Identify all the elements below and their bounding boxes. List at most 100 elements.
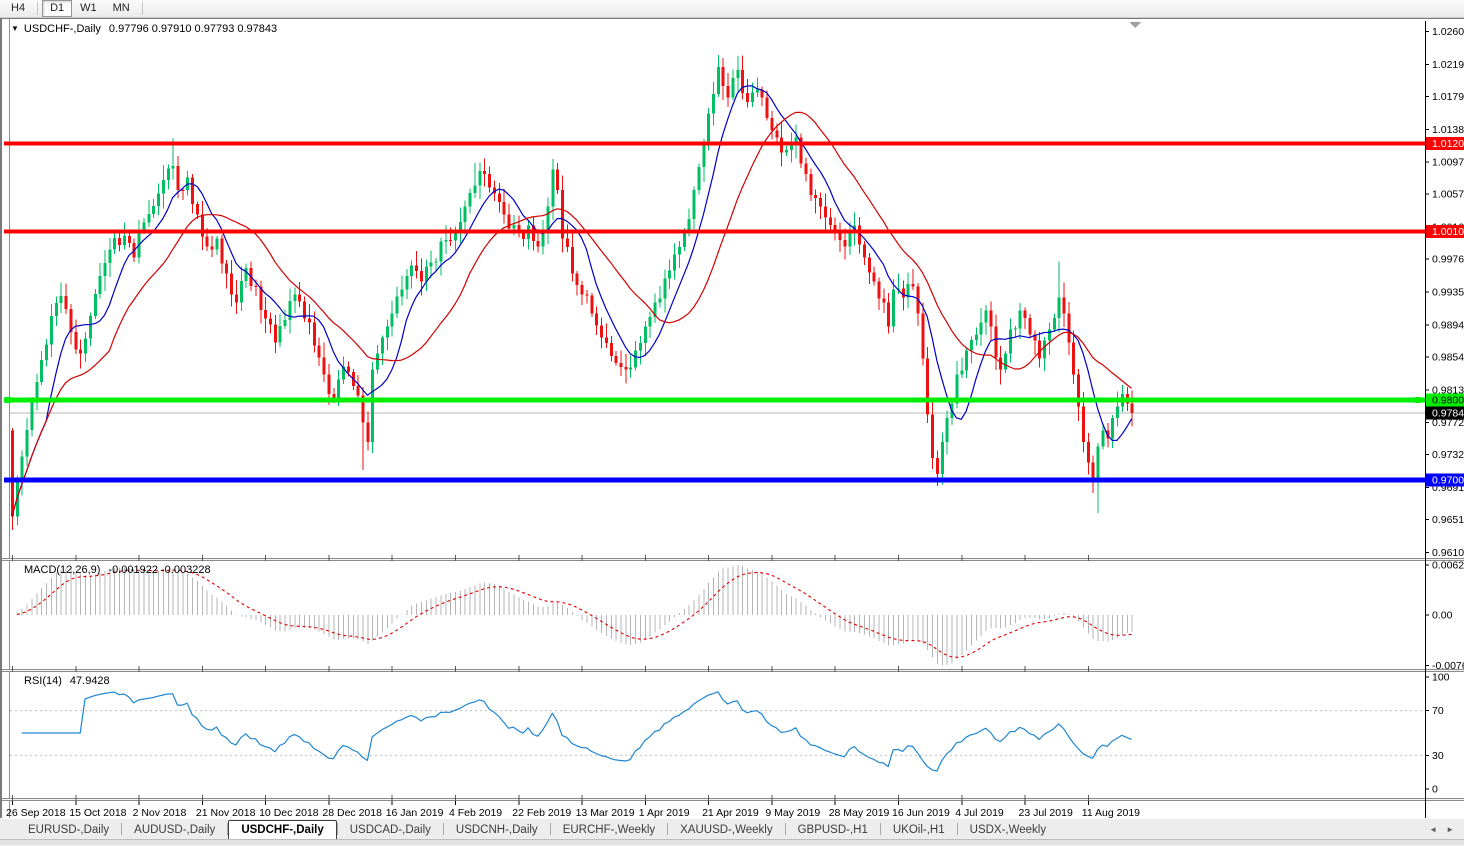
svg-text:1.02190: 1.02190 bbox=[1432, 59, 1464, 71]
collapse-indicator-icon[interactable]: ▼ bbox=[11, 24, 19, 33]
macd-pane[interactable] bbox=[13, 565, 1133, 666]
toolbar-separator bbox=[141, 2, 143, 15]
svg-text:15 Oct 2018: 15 Oct 2018 bbox=[69, 807, 126, 818]
tab-separator bbox=[879, 823, 881, 835]
macd-name: MACD(12,26,9) bbox=[24, 564, 101, 576]
chart-tabs-bar: EURUSD-,Daily AUDUSD-,Daily USDCHF-,Daily U… bbox=[0, 818, 1464, 839]
svg-text:1 Apr 2019: 1 Apr 2019 bbox=[639, 807, 690, 818]
toolbar-separator bbox=[37, 2, 39, 15]
chart-tab-xauusd-weekly[interactable]: XAUUSD-,Weekly bbox=[680, 824, 773, 836]
svg-text:11 Aug 2019: 11 Aug 2019 bbox=[1082, 807, 1140, 818]
tab-separator bbox=[549, 823, 551, 835]
svg-text:1.00106: 1.00106 bbox=[1432, 226, 1464, 238]
svg-text:9 May 2019: 9 May 2019 bbox=[765, 807, 820, 818]
svg-text:13 Mar 2019: 13 Mar 2019 bbox=[576, 807, 635, 818]
pane-dividers[interactable] bbox=[2, 558, 1464, 801]
timeframe-button-mn[interactable]: MN bbox=[112, 2, 130, 14]
svg-text:16 Jan 2019: 16 Jan 2019 bbox=[386, 807, 444, 818]
svg-text:-0.00762: -0.00762 bbox=[1432, 660, 1464, 672]
svg-text:70: 70 bbox=[1432, 705, 1444, 717]
main-pane[interactable] bbox=[9, 19, 1426, 818]
price-axis[interactable]: 1.02600 1.02190 1.01790 1.01380 1.00970 1.005… bbox=[1425, 21, 1464, 818]
svg-text:0.97001: 0.97001 bbox=[1432, 475, 1464, 487]
chart-tab-usdcad-daily[interactable]: USDCAD-,Daily bbox=[349, 824, 431, 836]
chart-tab-usdchf-daily[interactable]: USDCHF-,Daily bbox=[228, 820, 337, 839]
chart-tab-audusd-daily[interactable]: AUDUSD-,Daily bbox=[134, 824, 216, 836]
svg-text:0.98004: 0.98004 bbox=[1432, 394, 1464, 406]
tab-separator bbox=[121, 823, 123, 835]
svg-text:0.97843: 0.97843 bbox=[1432, 407, 1464, 419]
svg-text:21 Nov 2018: 21 Nov 2018 bbox=[196, 807, 256, 818]
timeframe-button-h4[interactable]: H4 bbox=[11, 2, 26, 14]
svg-text:21 Apr 2019: 21 Apr 2019 bbox=[702, 807, 759, 818]
tab-separator bbox=[442, 823, 444, 835]
svg-text:2 Nov 2018: 2 Nov 2018 bbox=[133, 807, 187, 818]
svg-text:0.006286: 0.006286 bbox=[1432, 560, 1464, 572]
svg-text:10 Dec 2018: 10 Dec 2018 bbox=[259, 807, 319, 818]
svg-text:1.01380: 1.01380 bbox=[1432, 124, 1464, 136]
svg-text:16 Jun 2019: 16 Jun 2019 bbox=[892, 807, 950, 818]
rsi-pane[interactable] bbox=[10, 691, 1425, 772]
window-bottom-strip bbox=[0, 839, 1464, 845]
timeframe-button-w1[interactable]: W1 bbox=[80, 2, 97, 14]
timeframe-toolbar: H4 D1 W1 MN bbox=[0, 0, 1464, 18]
svg-text:0: 0 bbox=[1432, 784, 1438, 796]
chart-shift-marker bbox=[1129, 22, 1141, 28]
tabs-scroll-left-arrow[interactable]: ◄ bbox=[1429, 825, 1438, 834]
chart-tab-usdcnh-daily[interactable]: USDCNH-,Daily bbox=[455, 824, 538, 836]
chart-tab-eurusd-daily[interactable]: EURUSD-,Daily bbox=[28, 824, 110, 836]
tab-separator bbox=[336, 823, 338, 835]
svg-text:100: 100 bbox=[1432, 672, 1450, 684]
tab-separator bbox=[784, 823, 786, 835]
chart-tab-gbpusd-h1[interactable]: GBPUSD-,H1 bbox=[797, 824, 868, 836]
svg-text:28 Dec 2018: 28 Dec 2018 bbox=[322, 807, 382, 818]
svg-text:0.00: 0.00 bbox=[1432, 610, 1453, 622]
svg-text:30: 30 bbox=[1432, 750, 1444, 762]
macd-values: -0.001922 -0.003228 bbox=[108, 564, 211, 576]
svg-text:22 Feb 2019: 22 Feb 2019 bbox=[512, 807, 571, 818]
tab-separator bbox=[227, 823, 229, 835]
svg-text:4 Feb 2019: 4 Feb 2019 bbox=[449, 807, 502, 818]
chart-tabs: EURUSD-,Daily AUDUSD-,Daily USDCHF-,Daily U… bbox=[0, 819, 1419, 839]
chart-title[interactable]: ▼ USDCHF-,Daily 0.97796 0.97910 0.97793 0.… bbox=[11, 23, 277, 35]
svg-text:1.01790: 1.01790 bbox=[1432, 91, 1464, 103]
chart-ohlc-values: 0.97796 0.97910 0.97793 0.97843 bbox=[108, 23, 278, 35]
svg-text:1.01205: 1.01205 bbox=[1432, 138, 1464, 150]
rsi-indicator-label: RSI(14) 47.9428 bbox=[24, 675, 110, 687]
svg-text:28 May 2019: 28 May 2019 bbox=[829, 807, 890, 818]
tab-separator bbox=[956, 823, 958, 835]
timeframe-button-d1[interactable]: D1 bbox=[42, 0, 73, 17]
svg-text:4 Jul 2019: 4 Jul 2019 bbox=[955, 807, 1004, 818]
tabs-scroll-right-arrow[interactable]: ► bbox=[1446, 825, 1454, 834]
svg-text:23 Jul 2019: 23 Jul 2019 bbox=[1019, 807, 1073, 818]
macd-indicator-label: MACD(12,26,9) -0.001922 -0.003228 bbox=[24, 564, 211, 576]
rsi-name: RSI(14) bbox=[24, 675, 62, 687]
chart-window: 1.02600 1.02190 1.01790 1.01380 1.00970 1.005… bbox=[0, 18, 1464, 818]
rsi-value: 47.9428 bbox=[69, 675, 110, 687]
tab-separator bbox=[667, 823, 669, 835]
svg-text:1.00970: 1.00970 bbox=[1432, 157, 1464, 169]
chart-tab-ukoil-h1[interactable]: UKOil-,H1 bbox=[892, 824, 945, 836]
tabs-scroll-arrows: ◄ ► bbox=[1419, 825, 1464, 839]
chart-symbol-period: USDCHF-,Daily bbox=[23, 23, 101, 35]
candles bbox=[11, 54, 1134, 530]
chart-tab-usdx-weekly[interactable]: USDX-,Weekly bbox=[969, 824, 1047, 836]
horizontal-lines[interactable] bbox=[4, 22, 1425, 483]
svg-text:1.02600: 1.02600 bbox=[1432, 26, 1464, 38]
date-axis[interactable]: 26 Sep 2018 15 Oct 2018 2 Nov 2018 21 Nov 2… bbox=[6, 555, 1140, 818]
price-chart-canvas[interactable]: 1.02600 1.02190 1.01790 1.01380 1.00970 1.005… bbox=[2, 19, 1464, 818]
moving-averages bbox=[11, 85, 1133, 517]
svg-text:26 Sep 2018: 26 Sep 2018 bbox=[6, 807, 66, 818]
svg-text:0.96100: 0.96100 bbox=[1432, 547, 1464, 559]
chart-tab-eurchf-weekly[interactable]: EURCHF-,Weekly bbox=[562, 824, 656, 836]
